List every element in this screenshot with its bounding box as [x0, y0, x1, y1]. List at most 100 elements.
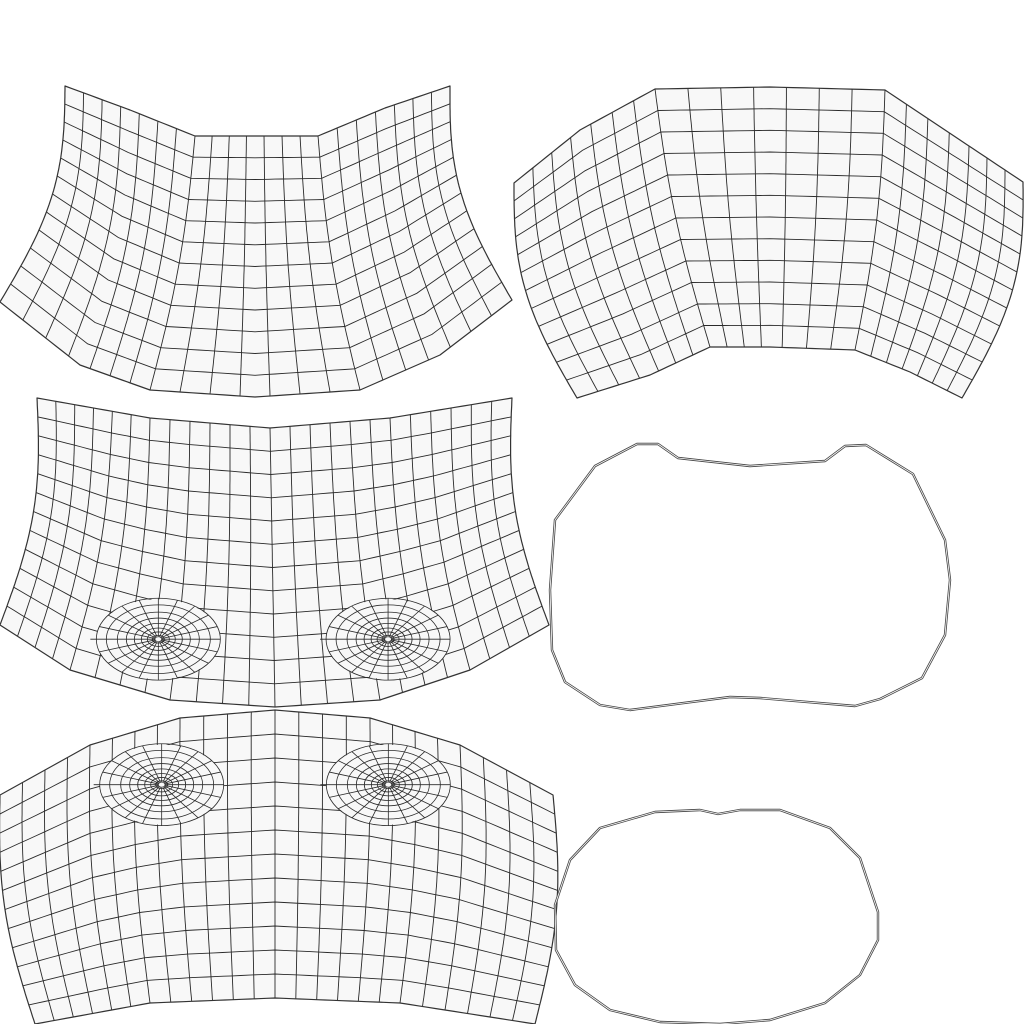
grid-row-edge [19, 567, 530, 638]
grid-row-edge [17, 925, 549, 968]
grid-row-edge [38, 435, 511, 475]
loop-edge [553, 808, 880, 1024]
pole-spoke [390, 614, 439, 639]
grid-row-edge [12, 901, 552, 949]
grid-row-edge [8, 877, 555, 930]
pole-spoke [337, 760, 387, 784]
pole-spoke [388, 600, 408, 638]
pole-spoke [111, 760, 160, 784]
grid-row-edge [20, 263, 492, 354]
pole-spoke [390, 785, 439, 810]
loop-edge-inner [549, 443, 951, 711]
pole-spoke [391, 784, 448, 798]
island-border [513, 86, 1024, 399]
pole-spoke [160, 640, 209, 664]
island-fill [0, 86, 512, 397]
pole-spoke [388, 640, 408, 679]
grid-row-edge [25, 548, 524, 615]
pole-spoke [351, 605, 387, 638]
grid-row-edge [517, 173, 1021, 256]
pole-spoke [337, 785, 387, 810]
pole-spoke [389, 640, 425, 673]
grid-row-edge [6, 605, 543, 685]
grid-row-edge [515, 151, 1023, 238]
grid-row-edge [538, 259, 1000, 327]
pole-spoke [121, 640, 157, 673]
pole-spoke [351, 640, 387, 673]
grid-row-edge [531, 238, 1007, 309]
grid-row-edge [56, 174, 457, 246]
grid-row-edge [514, 129, 1024, 220]
pole-spoke [390, 626, 448, 639]
pole-fill [326, 744, 451, 825]
pole-spoke [351, 786, 387, 819]
pole-spoke [158, 640, 178, 679]
grid-row-edge [35, 492, 514, 545]
island-border [0, 397, 550, 708]
pole-spoke [161, 639, 218, 653]
grid-row-edge [513, 108, 1024, 202]
grid-row-edge [38, 228, 475, 311]
pole-spoke [99, 626, 156, 639]
loop-edge [548, 442, 952, 712]
pole-spoke [111, 785, 160, 810]
grid-row-edge [64, 103, 451, 159]
uv-island-top-left [0, 85, 513, 398]
grid-row-edge [52, 192, 462, 267]
pole-fill [96, 599, 221, 680]
grid-row-edge [4, 853, 557, 910]
pole-spoke [158, 600, 178, 638]
pole-spoke [368, 600, 388, 638]
pole-spoke [390, 640, 439, 664]
pole-spoke [163, 786, 199, 819]
grid-row-edge [46, 210, 468, 289]
pole-spoke [160, 614, 209, 639]
island-border [0, 85, 513, 398]
pole-spoke [351, 751, 387, 784]
grid-row-edge [0, 757, 557, 834]
grid-row-edge [28, 973, 540, 1006]
grid-row-edge [0, 781, 558, 853]
pole-spoke [368, 640, 388, 679]
pole-spoke [162, 745, 182, 783]
pole-fill [99, 744, 224, 825]
pole-spoke [102, 771, 159, 785]
pole-spoke [329, 784, 386, 798]
pole-spoke [329, 639, 386, 653]
grid-row-edge [0, 805, 558, 872]
pole-spoke [389, 605, 425, 638]
grid-row-edge [546, 281, 992, 345]
pole-spoke [337, 614, 386, 639]
grid-row-edge [0, 733, 555, 815]
grid-row-edge [37, 473, 512, 522]
pole-spoke [389, 751, 426, 784]
grid-row-edge [38, 454, 511, 499]
grid-row-edge [60, 156, 454, 224]
uv-loop-middle-right [548, 442, 952, 712]
island-border [0, 709, 559, 1024]
grid-row-edge [22, 949, 545, 987]
pole-fill [326, 599, 451, 680]
grid-row-edge [525, 216, 1013, 291]
pole-spoke [163, 785, 213, 810]
grid-row-edge [37, 416, 512, 452]
pole-spoke [102, 784, 159, 798]
pole-spoke [390, 760, 439, 784]
grid-row-edge [566, 324, 973, 381]
pole-spoke [107, 614, 157, 639]
pole-spoke [138, 640, 158, 679]
pole-spoke [391, 771, 448, 785]
grid-row-edge [33, 511, 516, 568]
pole-spoke [368, 745, 388, 783]
uv-island-middle-left [0, 397, 550, 708]
grid-row-edge [13, 586, 536, 661]
uv-island-bottom-left [0, 709, 559, 1024]
grid-row-edge [30, 246, 483, 333]
grid-row-edge [556, 303, 983, 363]
pole-spoke [329, 626, 386, 639]
pole-spoke [329, 771, 386, 785]
grid-row-edge [10, 281, 502, 376]
pole-spoke [337, 640, 386, 664]
pole-spoke [388, 745, 408, 783]
